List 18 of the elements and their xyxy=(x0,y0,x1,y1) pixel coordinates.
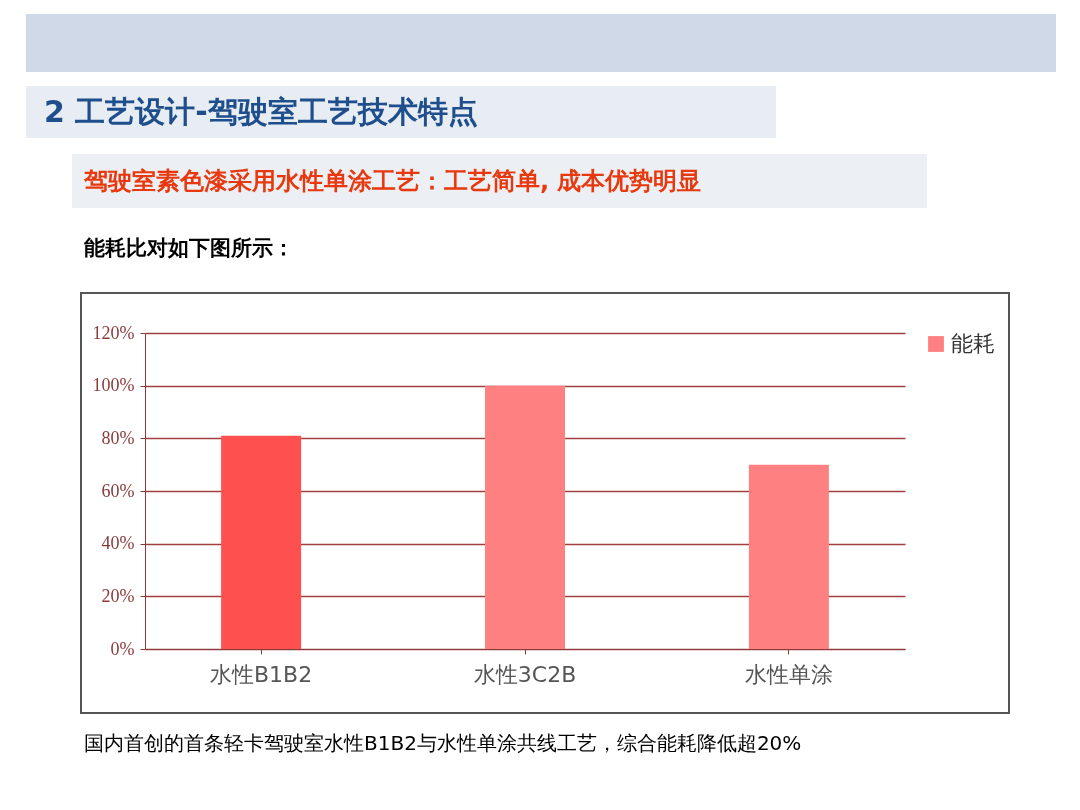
y-tick-label: 20% xyxy=(101,585,135,606)
y-tick-label: 80% xyxy=(101,427,135,448)
bar xyxy=(485,385,565,649)
text: 能耗比对如下图所示： xyxy=(84,235,294,262)
text: 国内首创的首条轻卡驾驶室水性B1B2与水性单涂共线工艺，综合能耗降低超20% xyxy=(84,730,802,757)
y-tick-label: 100% xyxy=(92,375,135,396)
y-tick-label: 120% xyxy=(92,322,135,343)
legend-label: 能耗 xyxy=(951,331,995,356)
bar xyxy=(221,435,302,649)
y-tick-label: 0% xyxy=(110,638,135,659)
x-tick-label: 水性B1B2 xyxy=(210,661,313,687)
x-tick-label: 水性单涂 xyxy=(744,661,833,687)
y-tick-label: 40% xyxy=(101,533,135,554)
bar xyxy=(748,464,829,649)
x-tick-label: 水性3C2B xyxy=(473,661,577,687)
y-tick-label: 60% xyxy=(101,480,135,501)
chart-title: 2 工艺设计-驾驶室工艺技术特点 xyxy=(26,86,776,138)
chart-subtitle: 驾驶室素色漆采用水性单涂工艺：工艺简单, 成本优势明显 xyxy=(72,154,927,208)
